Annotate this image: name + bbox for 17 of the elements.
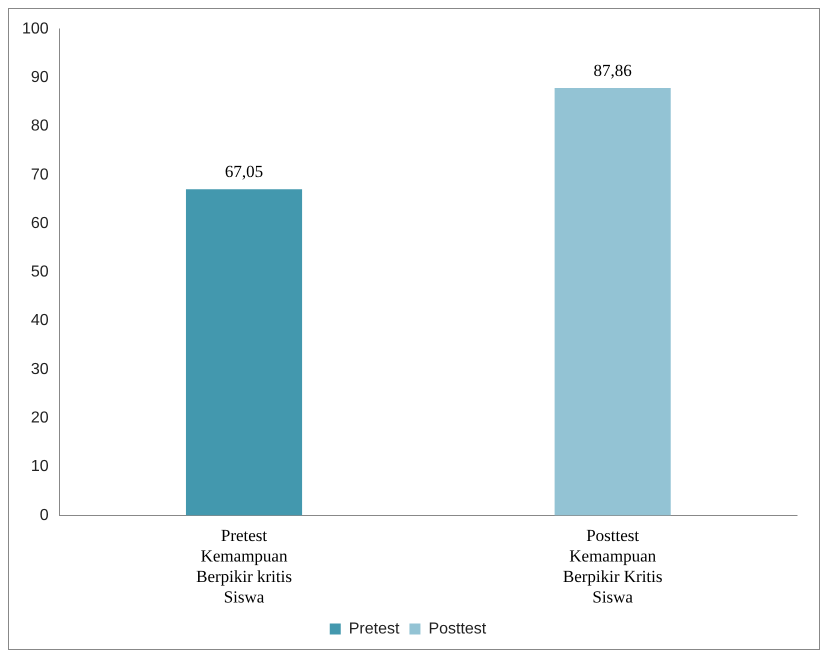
data-label: 87,86 — [594, 61, 632, 80]
y-tick-label: 50 — [30, 264, 49, 281]
y-tick-label: 0 — [40, 506, 49, 524]
y-tick-label: 80 — [30, 118, 49, 135]
y-tick-label: 70 — [30, 166, 49, 184]
y-tick-label: 10 — [30, 458, 49, 476]
y-tick-label: 90 — [30, 69, 49, 86]
y-tick-label: 60 — [30, 214, 49, 232]
x-tick-label: Posttest Kemampuan Berpikir Kritis Siswa — [562, 526, 662, 606]
y-tick-label: 20 — [30, 410, 49, 427]
y-tick-label: 40 — [30, 312, 49, 330]
x-tick-label: Pretest Kemampuan Berpikir kritis Siswa — [196, 526, 292, 606]
legend-label: Posttest — [428, 620, 487, 638]
y-tick-label: 100 — [22, 20, 49, 38]
legend-label: Pretest — [348, 620, 400, 638]
data-label: 67,05 — [224, 162, 264, 182]
y-tick-label: 30 — [30, 360, 49, 378]
